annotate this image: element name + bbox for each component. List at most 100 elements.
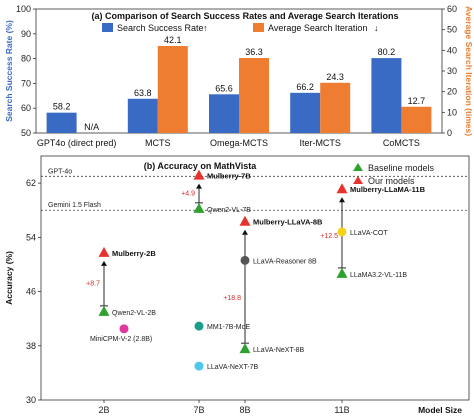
- bar-iteration-mcts: [157, 45, 188, 133]
- reference-label-gpt-4o: GPT-4o: [48, 168, 72, 175]
- point-llava-reasoner-8b: [240, 255, 250, 265]
- point-minicpm-v-2-2-8b: [119, 324, 129, 334]
- point-label-mm1-7b-moe: MM1-7B-MoE: [207, 324, 251, 331]
- bar-label-success: 80.2: [378, 47, 396, 57]
- legend-marker-baseline-models: [353, 163, 363, 171]
- chart-title: (a) Comparison of Search Success Rates a…: [92, 11, 399, 21]
- chart-title: (b) Accuracy on MathVista: [144, 161, 258, 171]
- legend-arrow-success: ↑: [203, 23, 208, 33]
- bar-success-mcts: [127, 98, 158, 133]
- legend-marker-our-models: [353, 176, 363, 184]
- y-tick-label: 54: [26, 232, 36, 242]
- y2-tick-label: 40: [447, 45, 457, 55]
- x-tick-label: MCTS: [145, 138, 171, 148]
- gain-arrowhead-8b: [242, 229, 248, 235]
- y-tick-label: 90: [21, 29, 31, 39]
- bar-label-success: 63.8: [134, 88, 152, 98]
- point-label-mulberry-7b: Mulberry-7B: [207, 172, 251, 181]
- point-mulberry-llama-11b: [336, 183, 348, 194]
- point-label-minicpm-v-2-2-8b: MiniCPM-V-2 (2.8B): [90, 336, 152, 343]
- bar-label-iteration: N/A: [84, 122, 99, 132]
- point-mm1-7b-moe: [194, 321, 204, 331]
- point-qwen2-vl-7b: [193, 202, 205, 213]
- point-label-llava-reasoner-8b: LLaVA-Reasoner 8B: [253, 258, 317, 265]
- legend-label-baseline-models: Baseline models: [368, 163, 435, 173]
- bar-success-omega-mcts: [209, 94, 239, 133]
- reference-label-gemini-1-5-flash: Gemini 1.5 Flash: [48, 202, 101, 209]
- legend-swatch-success: [102, 23, 113, 32]
- legend-label-success: Search Success Rate: [117, 23, 204, 33]
- plot-frame: [40, 155, 470, 401]
- y2-tick-label: 60: [447, 4, 457, 14]
- x-tick-label: GPT4o (direct pred): [37, 138, 117, 148]
- y2-tick-label: 10: [447, 107, 457, 117]
- legend-arrow-iteration: ↓: [374, 23, 379, 33]
- point-llama3-2-vl-11b: [336, 267, 348, 278]
- y-tick-label: 60: [21, 103, 31, 113]
- point-llava-next-8b: [239, 343, 251, 354]
- x-axis-label: Model Size: [418, 405, 462, 415]
- point-label-qwen2-vl-2b: Qwen2-VL-2B: [112, 310, 156, 317]
- bar-iteration-omega-mcts: [239, 57, 269, 134]
- bar-label-success: 66.2: [296, 82, 314, 92]
- gain-label-7b: +4.9: [181, 190, 195, 197]
- bar-label-iteration: 12.7: [408, 96, 426, 106]
- gain-arrowhead-11b: [339, 197, 345, 203]
- gain-label-8b: +18.8: [223, 295, 241, 302]
- point-label-llava-cot: LLaVA-COT: [350, 230, 388, 237]
- x-tick-label: CoMCTS: [383, 138, 420, 148]
- bar-success-iter-mcts: [290, 92, 321, 133]
- y-tick-label: 100: [16, 4, 31, 14]
- bar-label-iteration: 42.1: [164, 35, 182, 45]
- bar-iteration-iter-mcts: [320, 82, 351, 133]
- x-tick-label: Iter-MCTS: [299, 138, 341, 148]
- legend-swatch-iteration: [253, 23, 264, 32]
- y2-tick-label: 20: [447, 87, 457, 97]
- x-tick-label: 7B: [193, 405, 204, 415]
- gain-arrowhead-7b: [196, 183, 202, 189]
- point-llava-next-7b: [194, 361, 204, 371]
- point-mulberry-llava-8b: [239, 215, 251, 226]
- bar-success-gpt4o-direct-pred: [46, 112, 77, 133]
- point-llava-cot: [337, 227, 347, 237]
- bar-label-success: 65.6: [215, 83, 233, 93]
- point-label-mulberry-llama-11b: Mulberry-LLaMA-11B: [350, 185, 426, 194]
- point-mulberry-7b: [193, 169, 205, 180]
- x-tick-label: 11B: [334, 405, 349, 415]
- x-tick-label: 8B: [239, 405, 250, 415]
- point-label-llava-next-7b: LLaVA-NeXT-7B: [207, 364, 259, 371]
- gain-label-11b: +12.5: [320, 233, 338, 240]
- y2-tick-label: 0: [447, 128, 452, 138]
- y-tick-label: 80: [21, 54, 31, 64]
- y-tick-label: 38: [26, 341, 36, 351]
- y-tick-label: 62: [26, 178, 36, 188]
- point-label-llama3-2-vl-11b: LLaMA3.2-VL-11B: [350, 272, 407, 279]
- point-label-qwen2-vl-7b: Qwen2-VL-7B: [207, 207, 251, 214]
- bar-label-success: 58.2: [53, 102, 71, 112]
- chart-a: 50 60 70 80 90 100 0 10 20 30 40 50 60 Search Success…: [4, 4, 474, 148]
- point-qwen2-vl-2b: [98, 305, 110, 316]
- legend-label-our-models: Our models: [368, 176, 415, 186]
- legend-label-iteration: Average Search Iteration: [268, 23, 367, 33]
- y-tick-label: 30: [26, 395, 36, 405]
- point-label-mulberry-2b: Mulberry-2B: [112, 249, 156, 258]
- y-tick-label: 70: [21, 78, 31, 88]
- y-axis-label: Accuracy (%): [4, 251, 14, 305]
- point-label-mulberry-llava-8b: Mulberry-LLaVA-8B: [253, 218, 323, 227]
- chart-b: 30 38 46 54 62 2B 7B 8B 11B Accuracy (%) Model Siz…: [4, 155, 470, 415]
- gain-arrowhead-2b: [101, 260, 107, 266]
- y-axis-label: Search Success Rate (%): [4, 20, 14, 122]
- x-tick-label: 2B: [98, 405, 109, 415]
- y-tick-label: 46: [26, 287, 36, 297]
- y-tick-label: 50: [21, 128, 31, 138]
- bar-label-iteration: 36.3: [245, 47, 263, 57]
- bar-success-comcts: [371, 58, 402, 133]
- point-mulberry-2b: [98, 246, 110, 257]
- gain-label-2b: +8.7: [86, 280, 100, 287]
- x-tick-label: Omega-MCTS: [210, 138, 268, 148]
- y2-tick-label: 50: [447, 25, 457, 35]
- y2-tick-label: 30: [447, 66, 457, 76]
- y2-axis-label: Average Search Iteration (times): [464, 6, 474, 136]
- bar-iteration-comcts: [401, 106, 432, 133]
